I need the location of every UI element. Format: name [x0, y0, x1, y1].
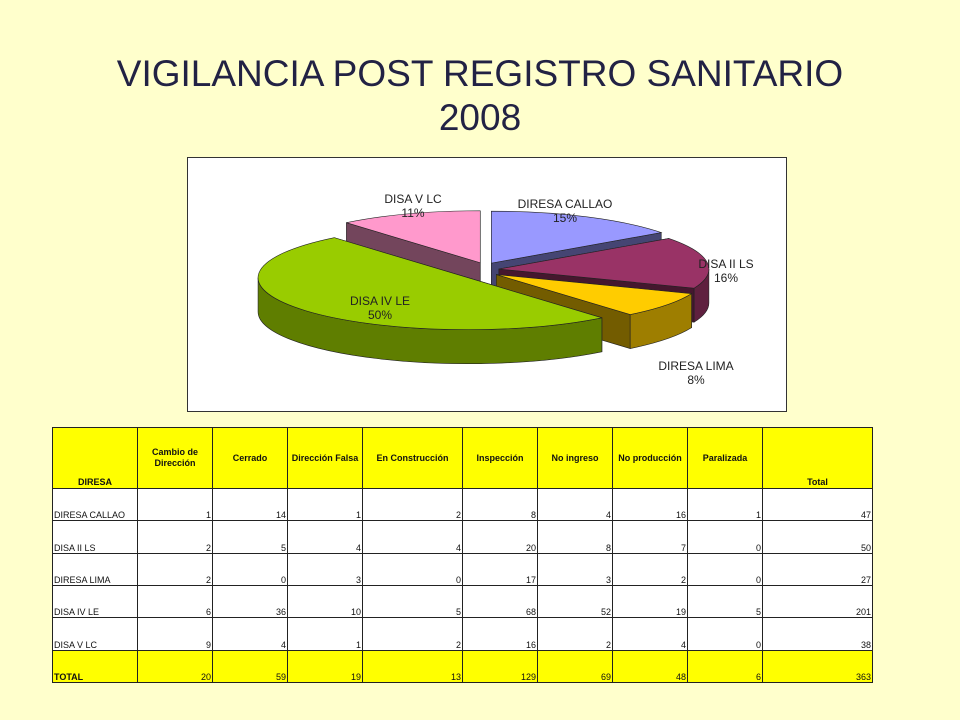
table-cell: 4 [287, 520, 363, 554]
table-cell: 2 [137, 520, 213, 554]
table-cell: 2 [612, 552, 688, 586]
table-cell: 19 [287, 649, 363, 684]
table-row-label: DISA V LC [52, 617, 138, 651]
table-cell: 0 [362, 552, 463, 586]
table-total-row: TOTAL 20 59 19 13 129 69 48 6 363 [52, 649, 873, 684]
slice-label-name: DIRESA LIMA [658, 359, 733, 373]
table-cell: 20 [462, 520, 538, 554]
table-cell: 4 [537, 487, 613, 522]
title-line-1: VIGILANCIA POST REGISTRO SANITARIO [116, 53, 844, 94]
slice-label-percent: 16% [714, 271, 738, 285]
slice-label-percent: 15% [553, 211, 577, 225]
table-cell: 48 [612, 649, 688, 684]
table-cell: 6 [687, 649, 763, 684]
slice-label-name: DISA II LS [698, 257, 753, 271]
table-cell: 20 [137, 649, 213, 684]
pie-slice-disa-ii-ls [498, 238, 710, 289]
table-header-8: Paralizada [687, 427, 763, 489]
table-cell: 0 [212, 552, 288, 586]
table-cell: 2 [137, 552, 213, 586]
table-cell: 68 [462, 584, 538, 619]
table-cell: 17 [462, 552, 538, 586]
table-cell: 27 [762, 552, 873, 586]
slide-title: VIGILANCIA POST REGISTRO SANITARIO 2008 [60, 52, 900, 140]
table-cell: 3 [537, 552, 613, 586]
table-cell: 10 [287, 584, 363, 619]
table-row-label: TOTAL [52, 649, 138, 684]
table-body: DIRESA CALLAO 1 14 1 2 8 4 16 1 47 DISA II LS 2 5 4 4 2… [52, 487, 873, 684]
table-header-6: No ingreso [537, 427, 613, 489]
title-line-2: 2008 [438, 97, 522, 138]
pie-chart: DIRESA CALLAO 15% DISA II LS 16% DIRESA LIMA… [187, 157, 787, 412]
pie-slice-diresa-lima [496, 274, 693, 315]
table-header-7: No producción [612, 427, 688, 489]
table-header-4: En Construcción [362, 427, 463, 489]
pie-slice-diresa-callao [491, 210, 663, 264]
table-row: DISA IV LE 6 36 10 5 68 52 19 5 201 [52, 584, 873, 619]
table-cell: 38 [762, 617, 873, 651]
data-table: DIRESA Cambio de Dirección Cerrado Direcció… [52, 427, 873, 684]
table-header-3: Dirección Falsa [287, 427, 363, 489]
slice-label-percent: 50% [368, 308, 392, 322]
table-cell: 16 [462, 617, 538, 651]
table-cell: 3 [287, 552, 363, 586]
table-cell: 2 [537, 617, 613, 651]
table-cell: 69 [537, 649, 613, 684]
table-cell: 8 [537, 520, 613, 554]
table-cell: 6 [137, 584, 213, 619]
table-row: DIRESA LIMA 2 0 3 0 17 3 2 0 27 [52, 552, 873, 586]
pie-slice-disa-iv-le [257, 237, 602, 331]
table-header-1: Cambio de Dirección [137, 427, 213, 489]
table-row: DIRESA CALLAO 1 14 1 2 8 4 16 1 47 [52, 487, 873, 522]
slice-label-name: DIRESA CALLAO [518, 197, 613, 211]
table-cell: 0 [687, 617, 763, 651]
table-cell: 8 [462, 487, 538, 522]
table-cell: 52 [537, 584, 613, 619]
table-cell: 14 [212, 487, 288, 522]
table-header-9: Total [762, 427, 873, 489]
table-cell: 5 [212, 520, 288, 554]
table-cell: 2 [362, 487, 463, 522]
table-cell: 13 [362, 649, 463, 684]
table-row-label: DISA II LS [52, 520, 138, 554]
table-cell: 4 [612, 617, 688, 651]
table-row-label: DIRESA LIMA [52, 552, 138, 586]
table-cell: 16 [612, 487, 688, 522]
table-cell: 201 [762, 584, 873, 619]
table-cell: 0 [687, 520, 763, 554]
table-header-0: DIRESA [52, 427, 138, 489]
table-cell: 129 [462, 649, 538, 684]
table-cell: 36 [212, 584, 288, 619]
table-header-row: DIRESA Cambio de Dirección Cerrado Direcció… [52, 427, 873, 489]
table-cell: 47 [762, 487, 873, 522]
table-cell: 1 [687, 487, 763, 522]
slice-label-name: DISA IV LE [350, 294, 410, 308]
table-cell: 7 [612, 520, 688, 554]
table-cell: 1 [137, 487, 213, 522]
table-row-label: DISA IV LE [52, 584, 138, 619]
table-header-2: Cerrado [212, 427, 288, 489]
slice-label-percent: 11% [401, 206, 424, 220]
slice-label-percent: 8% [687, 373, 705, 387]
table-cell: 19 [612, 584, 688, 619]
table-cell: 2 [362, 617, 463, 651]
table-cell: 59 [212, 649, 288, 684]
table-row: DISA V LC 9 4 1 2 16 2 4 0 38 [52, 617, 873, 651]
table-cell: 50 [762, 520, 873, 554]
table-row: DISA II LS 2 5 4 4 20 8 7 0 50 [52, 520, 873, 554]
table-cell: 5 [362, 584, 463, 619]
table-cell: 1 [287, 487, 363, 522]
table-row-label: DIRESA CALLAO [52, 487, 138, 522]
table-cell: 1 [287, 617, 363, 651]
table-cell: 4 [212, 617, 288, 651]
table-cell: 5 [687, 584, 763, 619]
pie-slice-disa-v-lc [346, 210, 481, 264]
table-cell: 363 [762, 649, 873, 684]
table-cell: 0 [687, 552, 763, 586]
table-header-5: Inspección [462, 427, 538, 489]
slice-label-name: DISA V LC [384, 192, 442, 206]
table-cell: 4 [362, 520, 463, 554]
table-cell: 9 [137, 617, 213, 651]
